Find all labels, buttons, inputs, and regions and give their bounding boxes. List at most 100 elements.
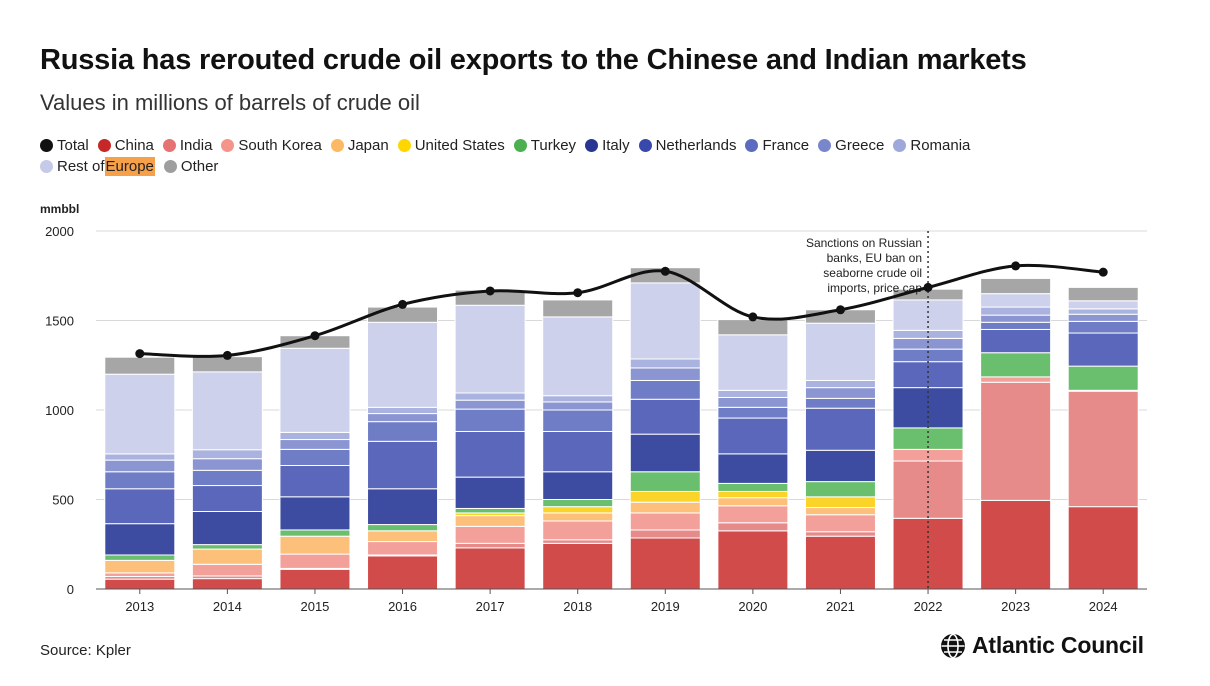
legend-label: Greece xyxy=(835,137,885,154)
bar-segment xyxy=(629,282,701,360)
bar-segment xyxy=(629,490,701,503)
legend-item: Italy xyxy=(585,136,630,155)
bar-segment xyxy=(191,469,263,487)
legend-swatch xyxy=(893,139,907,152)
bar-segment xyxy=(629,537,701,590)
bar-segment xyxy=(191,578,263,590)
bar-segment xyxy=(629,398,701,435)
legend-swatch xyxy=(97,139,111,152)
bar-segment xyxy=(279,347,351,433)
legend-label: Rest of xyxy=(57,158,105,175)
total-point xyxy=(310,331,320,341)
globe-icon xyxy=(941,633,965,658)
bar-segment xyxy=(804,496,876,509)
bar-segment xyxy=(717,482,789,492)
bar-segment xyxy=(980,277,1052,295)
legend-item: India xyxy=(162,136,212,155)
legend-swatch xyxy=(638,139,652,152)
bar-segment xyxy=(104,572,176,577)
bar-segment xyxy=(542,316,614,397)
bar-segment xyxy=(454,476,526,509)
bar-segment xyxy=(629,512,701,531)
bar-segment xyxy=(104,453,176,461)
bar-segment xyxy=(104,554,176,561)
bar-segment xyxy=(1067,506,1139,590)
bar-segment xyxy=(367,321,439,408)
bar-segment xyxy=(717,490,789,499)
legend-item: United States xyxy=(397,136,505,155)
y-axis-label: mmbbl xyxy=(40,202,79,216)
bar-segment xyxy=(191,548,263,565)
bar-segment xyxy=(892,299,964,331)
bar-segment xyxy=(717,396,789,408)
bar-segment xyxy=(104,578,176,590)
bar-segment xyxy=(804,514,876,533)
bar-segment xyxy=(367,421,439,442)
legend-label: Japan xyxy=(347,137,389,154)
bar-segment xyxy=(191,544,263,550)
bar-segment xyxy=(191,485,263,512)
bar-segment xyxy=(367,406,439,415)
bar-segment xyxy=(980,499,1052,590)
chart-subtitle: Values in millions of barrels of crude o… xyxy=(40,90,420,115)
bar-segment xyxy=(367,541,439,556)
total-point xyxy=(135,349,145,359)
bar-segment xyxy=(454,525,526,544)
legend-swatch xyxy=(40,139,53,152)
annotation-text: Sanctions on Russian xyxy=(806,236,922,250)
bar-segment xyxy=(367,413,439,423)
legend-item: Turkey xyxy=(513,136,576,155)
bar-segment xyxy=(542,542,614,590)
bar-segment xyxy=(279,439,351,450)
x-tick-label: 2015 xyxy=(300,599,329,614)
bar-segment xyxy=(980,293,1052,308)
legend-label: France xyxy=(762,137,810,154)
bar-segment xyxy=(191,371,263,451)
bar-segment xyxy=(454,392,526,401)
bar-segment xyxy=(804,531,876,537)
total-point xyxy=(748,312,758,322)
bar-segment xyxy=(892,460,964,519)
bar-segment xyxy=(717,417,789,455)
x-tick-label: 2013 xyxy=(125,599,154,614)
legend-swatch xyxy=(162,139,176,152)
bar-segment xyxy=(1067,313,1139,322)
brand-name: Atlantic Council xyxy=(972,632,1144,658)
bar-segment xyxy=(804,387,876,399)
legend-swatch xyxy=(330,139,344,152)
chart-title: Russia has rerouted crude oil exports to… xyxy=(40,44,1027,76)
x-tick-label: 2019 xyxy=(651,599,680,614)
y-tick-label: 2000 xyxy=(45,224,74,239)
legend-label: South Korea xyxy=(238,137,322,154)
bar-segment xyxy=(279,448,351,466)
bar-segment xyxy=(367,306,439,323)
bar-segment xyxy=(542,299,614,318)
bar-segment xyxy=(454,515,526,527)
bar-segment xyxy=(367,440,439,490)
bar-segment xyxy=(104,356,176,375)
legend-swatch xyxy=(513,139,527,152)
legend-label: Total xyxy=(57,137,89,154)
bar-segment xyxy=(1067,300,1139,310)
x-tick-label: 2018 xyxy=(563,599,592,614)
bar-segment xyxy=(279,535,351,555)
bar-segment xyxy=(454,304,526,394)
bar-segment xyxy=(980,352,1052,378)
bar-segment xyxy=(454,408,526,432)
bar-segment xyxy=(104,559,176,574)
bar-segment xyxy=(980,306,1052,316)
legend-item: Netherlands xyxy=(638,136,736,155)
bar-segment xyxy=(717,453,789,484)
x-tick-label: 2021 xyxy=(826,599,855,614)
total-line xyxy=(139,263,1104,358)
bar-segment xyxy=(629,471,701,492)
legend-item: South Korea xyxy=(221,136,322,155)
total-point xyxy=(485,286,495,296)
bar-segment xyxy=(454,542,526,549)
bar-segment xyxy=(542,539,614,544)
bar-segment xyxy=(542,409,614,432)
bar-segment xyxy=(1067,308,1139,315)
legend-label: Romania xyxy=(910,137,971,154)
bar-segment xyxy=(542,499,614,508)
